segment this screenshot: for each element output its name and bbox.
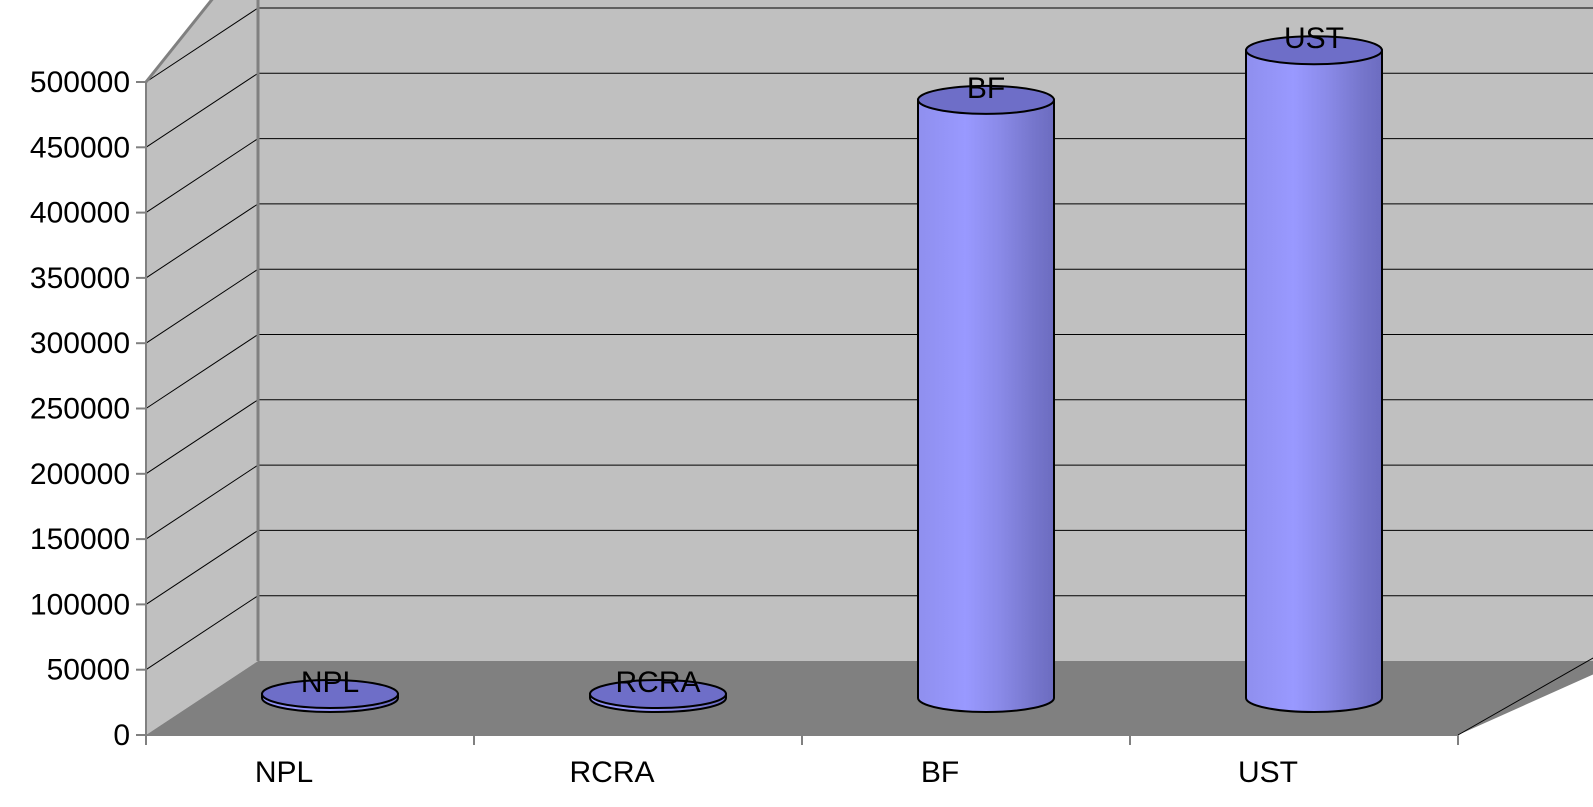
data-labels: NPL RCRA BF UST xyxy=(301,22,1344,699)
y-tick-label: 0 xyxy=(113,719,130,752)
axes xyxy=(136,0,1593,745)
data-label: UST xyxy=(1284,22,1344,55)
y-tick-label: 150000 xyxy=(30,523,130,556)
gridline xyxy=(145,203,259,279)
bar-ust xyxy=(1245,35,1383,713)
bar-top xyxy=(261,679,399,709)
y-tick-label: 250000 xyxy=(30,393,130,426)
y-tick-label: 400000 xyxy=(30,197,130,230)
floor-right-edge xyxy=(1457,657,1593,736)
y-tick-label: 450000 xyxy=(30,131,130,164)
y-tick-label: 300000 xyxy=(30,327,130,360)
bar-top xyxy=(1245,35,1383,66)
x-tick-label: NPL xyxy=(255,756,313,789)
data-label: RCRA xyxy=(615,666,700,699)
y-tick-label: 100000 xyxy=(30,588,130,621)
data-label: NPL xyxy=(301,666,359,699)
bar-rcra xyxy=(589,679,727,713)
x-tick-label: UST xyxy=(1238,756,1298,789)
gridline xyxy=(145,7,259,83)
x-axis-tick-labels: NPL RCRA BF UST xyxy=(255,756,1298,789)
gridline xyxy=(145,464,259,540)
side-wall-top-edge xyxy=(144,0,214,83)
bar-top xyxy=(589,679,727,709)
gridline xyxy=(145,399,259,475)
gridline xyxy=(145,138,259,214)
y-tick-label: 50000 xyxy=(47,654,130,687)
bar-npl xyxy=(261,679,399,713)
bar-bf xyxy=(917,84,1055,713)
y-tick-label: 200000 xyxy=(30,458,130,491)
gridline xyxy=(145,334,259,409)
floor xyxy=(146,661,1593,735)
bar-body xyxy=(917,98,1055,713)
bar-body xyxy=(1245,49,1383,713)
y-tick-label: 350000 xyxy=(30,262,130,295)
x-tick-label: RCRA xyxy=(569,756,654,789)
y-tick-label: 500000 xyxy=(30,66,130,99)
gridline xyxy=(145,595,259,671)
gridline xyxy=(145,529,259,605)
side-wall xyxy=(146,0,258,735)
y-axis-tick-labels: 0 50000 100000 150000 200000 250000 300000 3500… xyxy=(30,66,130,752)
data-label: BF xyxy=(967,72,1005,105)
gridline xyxy=(145,72,259,148)
bar-series xyxy=(261,35,1383,713)
bar-top xyxy=(917,84,1055,115)
gridline xyxy=(145,268,259,344)
x-tick-label: BF xyxy=(921,756,959,789)
